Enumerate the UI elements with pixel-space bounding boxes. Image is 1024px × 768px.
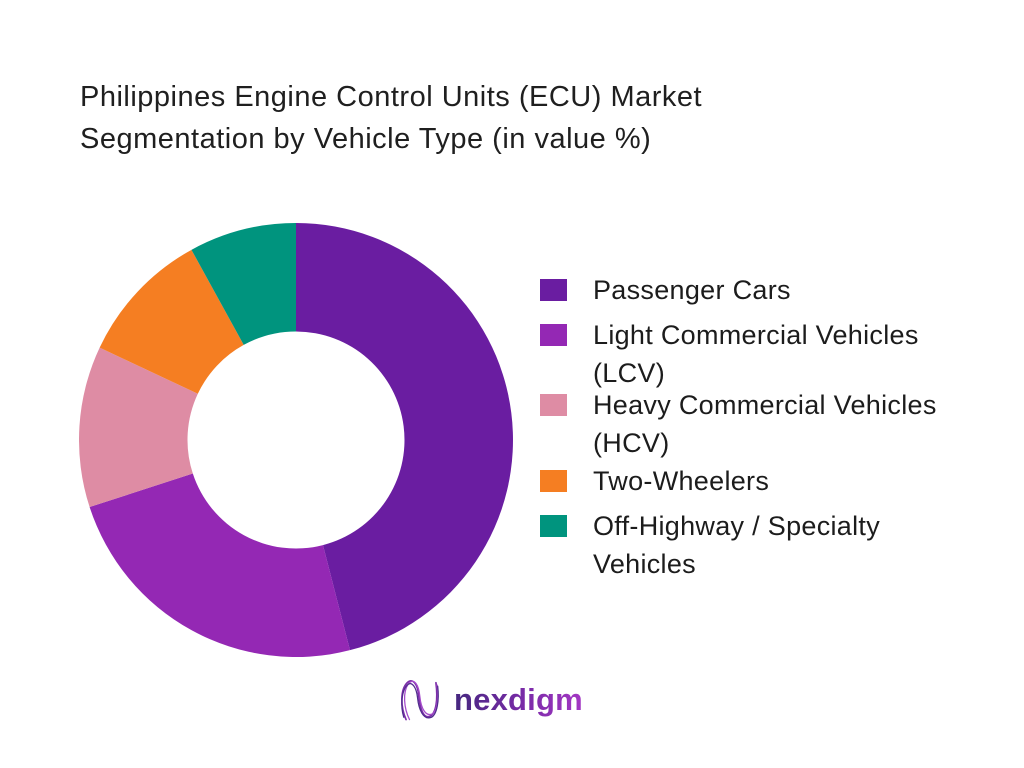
legend-swatch — [540, 470, 567, 492]
chart-title-line-2: Segmentation by Vehicle Type (in value %… — [80, 123, 652, 155]
legend-swatch — [540, 394, 567, 416]
legend-item: Light Commercial Vehicles (LCV) — [540, 316, 978, 392]
nexdigm-logo-mark-icon — [401, 680, 439, 721]
donut-segment-light-commercial-vehicles-lcv — [89, 473, 350, 657]
legend-item: Passenger Cars — [540, 271, 978, 309]
legend-swatch — [540, 324, 567, 346]
nexdigm-logo: nexdigm — [398, 672, 583, 728]
chart-title: Philippines Engine Control Units (ECU) M… — [80, 76, 920, 160]
legend-swatch — [540, 279, 567, 301]
legend-item: Off-Highway / Specialty Vehicles — [540, 507, 978, 583]
chart-title-line-1: Philippines Engine Control Units (ECU) M… — [80, 81, 703, 113]
legend-label: Off-Highway / Specialty Vehicles — [593, 511, 881, 579]
donut-segment-off-highway-specialty-vehicles — [191, 223, 296, 345]
nexdigm-logo-text: nexdigm — [454, 682, 583, 717]
legend-label: Two-Wheelers — [593, 466, 770, 496]
donut-segment-two-wheelers — [99, 249, 244, 394]
legend-label: Heavy Commercial Vehicles (HCV) — [593, 390, 937, 458]
donut-chart — [79, 223, 513, 657]
chart-legend: Passenger Cars Light Commercial Vehicles… — [540, 0, 980, 768]
legend-label: Light Commercial Vehicles (LCV) — [593, 320, 919, 388]
donut-segment-passenger-cars — [296, 223, 513, 651]
legend-item: Heavy Commercial Vehicles (HCV) — [540, 386, 978, 462]
legend-label: Passenger Cars — [593, 275, 791, 305]
donut-segment-heavy-commercial-vehicles-hcv — [79, 347, 198, 508]
legend-item: Two-Wheelers — [540, 462, 978, 500]
legend-swatch — [540, 515, 567, 537]
